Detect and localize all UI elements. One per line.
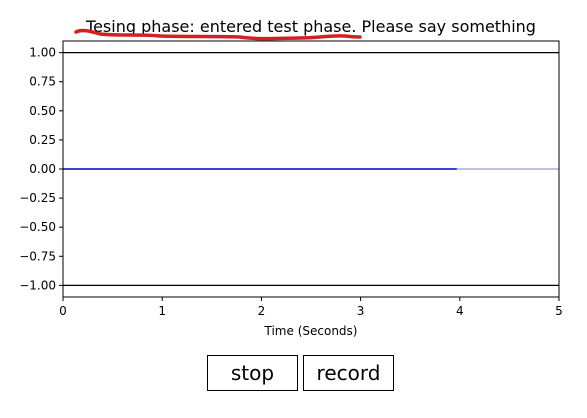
y-tick-label-8: −1.00 [19, 278, 56, 292]
x-tick-label-3: 3 [357, 304, 365, 318]
x-axis-label: Time (Seconds) [264, 324, 358, 338]
y-tick-label-7: −0.75 [19, 249, 56, 263]
y-tick-label-0: 1.00 [29, 46, 56, 60]
red-annotation-scribble [74, 28, 362, 41]
y-tick-label-2: 0.50 [29, 104, 56, 118]
waveform-plot: Tesing phase: entered test phase. Please… [19, 17, 563, 338]
plot-title: Tesing phase: entered test phase. Please… [85, 17, 536, 36]
y-tick-label-6: −0.50 [19, 220, 56, 234]
y-tick-label-4: 0.00 [29, 162, 56, 176]
x-tick-label-4: 4 [456, 304, 464, 318]
y-tick-label-5: −0.25 [19, 191, 56, 205]
x-tick-label-5: 5 [555, 304, 563, 318]
stop-button[interactable]: stop [207, 355, 298, 391]
y-tick-label-3: 0.25 [29, 133, 56, 147]
plot-axes: 0 1 2 3 4 5 1.00 0.75 0.50 0.25 0.00 −0.25 −0.50 −0.7… [19, 40, 563, 318]
x-tick-label-1: 1 [158, 304, 166, 318]
x-tick-label-0: 0 [59, 304, 67, 318]
record-button[interactable]: record [303, 355, 394, 391]
x-tick-label-2: 2 [258, 304, 266, 318]
y-tick-label-1: 0.75 [29, 75, 56, 89]
